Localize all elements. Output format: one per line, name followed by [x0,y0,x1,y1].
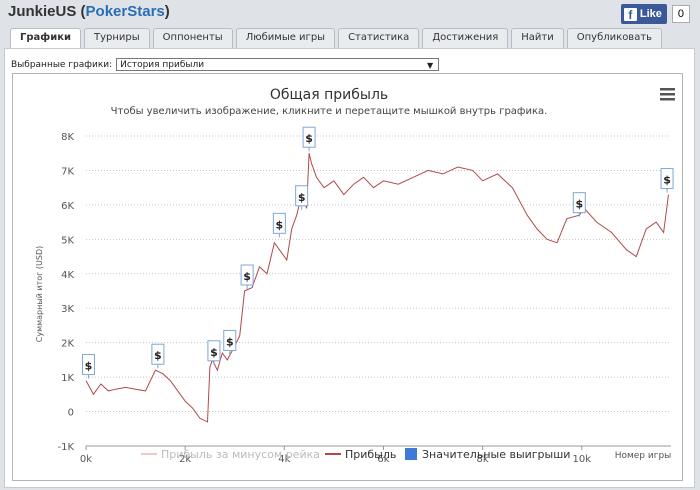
profit-series-line [85,153,669,423]
y-tick-label: -1K [57,442,74,453]
chart-subtitle: Чтобы увеличить изображение, кликните и … [111,106,548,117]
big-win-marker[interactable]: $ [151,343,165,369]
tab-bar: Графики Турниры Оппоненты Любимые игры С… [10,28,665,50]
big-win-marker-label: $ [85,360,93,373]
facebook-like-label: Like [639,8,662,20]
big-win-marker[interactable]: $ [207,340,221,365]
y-tick-label: 5K [61,235,74,246]
chart-selector-row: Выбранные графики: История прибыли ▼ [11,58,440,71]
legend-item-net-of-rake[interactable]: Прибыль за минусом рейка [141,448,320,461]
line-layer [85,153,669,423]
dropdown-arrow-icon: ▼ [427,61,434,70]
y-tick-label: 4K [61,270,74,281]
big-win-marker-label: $ [575,198,583,211]
legend-item-big-wins[interactable]: Значительные выигрыши [405,448,570,461]
window-title: JunkieUS (PokerStars) [8,3,170,20]
legend-swatch [405,448,417,460]
x-tick-label: 6k [377,454,389,465]
facebook-like-count: 0 [671,5,690,23]
chart-menu-icon[interactable] [660,88,675,101]
big-win-marker-label: $ [276,218,284,231]
y-tick-label: 2K [61,339,74,350]
y-tick-label: 6K [61,201,74,212]
site-link[interactable]: PokerStars [85,3,165,20]
y-tick-label: 7K [61,166,74,177]
legend-item-profit[interactable]: Прибыль [325,448,396,461]
big-win-marker[interactable]: $ [572,192,586,217]
tab-achievements[interactable]: Достижения [422,28,509,48]
x-tick-label: 8k [477,454,489,465]
chart-svg[interactable]: Общая прибыль Чтобы увеличить изображени… [13,74,682,480]
y-tick-label: 0 [68,408,74,419]
y-tick-label: 1K [61,373,74,384]
big-win-marker-label: $ [243,270,251,283]
legend: Прибыль за минусом рейка Прибыль Значитель… [141,448,570,461]
big-win-marker[interactable]: $ [660,168,674,193]
grid-layer: 8K 7K 6K 5K 4K 3K 2K 1K 0 -1K 0k 2k 4k 6k 8k 10k [57,132,671,465]
facebook-like-widget: f Like 0 [620,4,690,24]
y-axis-title: Суммарный итог (USD) [35,246,44,343]
legend-label: Прибыль [345,448,396,461]
big-win-marker[interactable]: $ [81,354,95,379]
big-win-marker[interactable]: $ [295,185,309,210]
chart-selector-label: Выбранные графики: [11,59,113,70]
y-tick-label: 3K [61,304,74,315]
big-win-marker[interactable]: $ [223,329,237,355]
big-win-marker-label: $ [226,335,234,348]
x-tick-label: 4k [278,454,290,465]
profit-chart[interactable]: Общая прибыль Чтобы увеличить изображени… [12,73,683,481]
big-win-marker[interactable]: $ [302,126,316,152]
big-win-marker-label: $ [305,132,313,145]
legend-label: Прибыль за минусом рейка [161,448,320,461]
facebook-icon: f [623,7,637,22]
big-win-marker-label: $ [663,174,671,187]
x-tick-label: 10k [573,454,592,465]
paren-close: ) [164,3,170,20]
x-tick-label: 0k [80,454,92,465]
legend-label: Значительные выигрыши [422,448,570,461]
tab-statistics[interactable]: Статистика [338,28,420,48]
tab-opponents[interactable]: Оппоненты [152,28,233,48]
tab-tournaments[interactable]: Турниры [84,28,150,48]
chart-selector-value: История прибыли [120,60,205,70]
big-win-markers: $ $ $ $ $ $ $ $ $ $ [81,126,674,379]
x-axis-title: Номер игры [615,451,672,461]
big-win-marker-label: $ [154,349,162,362]
tab-charts[interactable]: Графики [10,28,82,50]
big-win-marker[interactable]: $ [272,212,286,238]
big-win-marker[interactable]: $ [240,264,254,289]
big-win-marker-label: $ [210,346,218,359]
x-tick-label: 2k [179,454,191,465]
facebook-like-button[interactable]: f Like [620,4,667,24]
paren-open: ( [80,3,86,20]
content-panel: Выбранные графики: История прибыли ▼ Общ… [4,48,695,488]
big-win-marker-label: $ [298,191,306,204]
tab-search[interactable]: Найти [511,28,564,48]
chart-title: Общая прибыль [270,87,388,103]
y-tick-label: 8K [61,132,74,143]
player-name: JunkieUS [8,3,77,20]
tab-favorite-games[interactable]: Любимые игры [235,28,336,48]
tab-publish[interactable]: Опубликовать [566,28,663,48]
title-bar: JunkieUS (PokerStars) f Like 0 [0,0,700,28]
chart-selector-dropdown[interactable]: История прибыли ▼ [116,58,440,71]
